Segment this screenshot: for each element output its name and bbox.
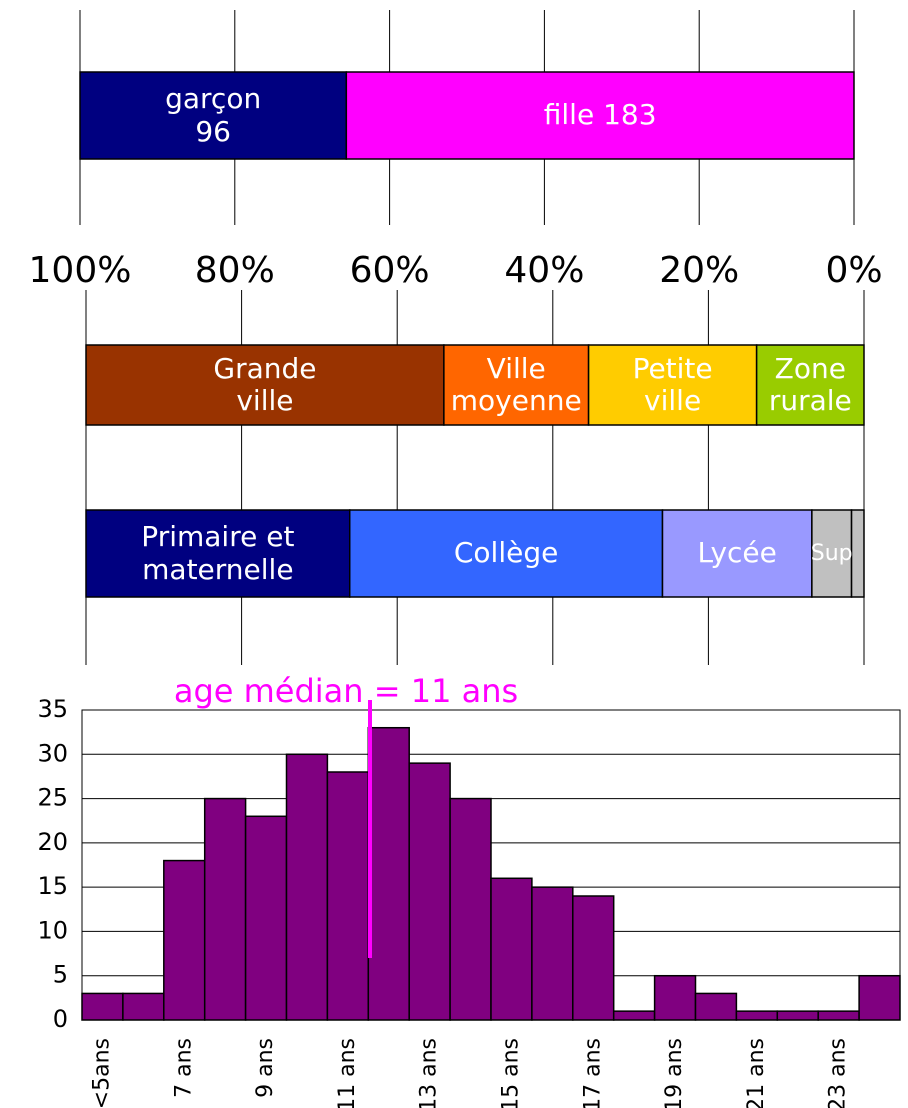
- x-tick-label: 60%: [350, 250, 430, 291]
- bar-segment: [811, 509, 853, 598]
- y-tick-label: 25: [37, 784, 68, 812]
- bar: [735, 1010, 779, 1021]
- bar: [531, 886, 574, 1021]
- bar-segment: [755, 344, 865, 426]
- x-tick-label: 80%: [195, 250, 275, 291]
- segment-label-text: Petite ville: [632, 351, 713, 417]
- x-tick-label: 9 ans: [253, 1038, 278, 1098]
- bar: [326, 771, 370, 1021]
- bar: [572, 895, 615, 1021]
- y-tick-label: 5: [53, 961, 68, 989]
- bar: [653, 974, 697, 1021]
- segment-label-text: fille 183: [543, 98, 657, 132]
- bar: [408, 762, 451, 1021]
- segment-label-text: Zone rurale: [768, 351, 852, 417]
- bar-segment: [85, 344, 445, 426]
- bar-segment: [661, 509, 813, 598]
- y-tick-label: 20: [37, 828, 68, 856]
- bar: [367, 726, 410, 1021]
- bar: [203, 797, 247, 1021]
- x-tick-label: 40%: [504, 250, 584, 291]
- x-tick-label: <5ans: [89, 1038, 114, 1108]
- bar: [122, 992, 165, 1021]
- bar: [858, 974, 901, 1021]
- segment-label-text: garçon 96: [165, 82, 262, 148]
- bar-segment: [348, 509, 664, 598]
- bar: [776, 1010, 819, 1021]
- y-tick-label: 35: [37, 695, 68, 723]
- bar-segment: [345, 71, 855, 160]
- segment-label: Petite ville: [589, 345, 757, 425]
- segment-label-text: Collège: [453, 536, 559, 570]
- segment-label: Ville moyenne: [444, 345, 589, 425]
- segment-label-text: Sup: [810, 540, 853, 566]
- segment-label-text: Lycée: [697, 536, 777, 570]
- bar: [244, 815, 288, 1021]
- bar: [612, 1010, 656, 1021]
- segment-label-text: Primaire et maternelle: [141, 520, 295, 586]
- bar: [490, 877, 533, 1021]
- segment-label-text: Ville moyenne: [450, 351, 582, 417]
- x-tick-label: 7 ans: [171, 1038, 196, 1098]
- bar-segment: [85, 509, 351, 598]
- bar: [449, 797, 492, 1021]
- segment-label: garçon 96: [80, 72, 346, 159]
- x-tick-label: 11 ans: [335, 1038, 360, 1108]
- y-tick-label: 15: [37, 872, 68, 900]
- segment-label: Lycée: [662, 510, 811, 597]
- segment-label-text: Grande ville: [213, 351, 317, 417]
- annotation: age médian = 11 ans: [174, 672, 518, 710]
- segment-label: fille 183: [346, 72, 854, 159]
- segment-label: Grande ville: [86, 345, 444, 425]
- segment-label: Sup: [810, 510, 853, 597]
- x-tick-label: 0%: [825, 250, 882, 291]
- segment-label: Zone rurale: [757, 345, 864, 425]
- x-tick-label: 20%: [659, 250, 739, 291]
- y-tick-label: 10: [37, 916, 68, 944]
- y-tick-label: 30: [37, 739, 68, 767]
- bar: [285, 753, 329, 1021]
- segment-label: Primaire et maternelle: [86, 510, 350, 597]
- bar-segment: [443, 344, 590, 426]
- bar: [817, 1010, 860, 1021]
- bar: [163, 859, 206, 1021]
- x-tick-label: 19 ans: [662, 1038, 687, 1108]
- segment-label: Collège: [350, 510, 663, 597]
- bar: [694, 992, 738, 1021]
- x-tick-label: 15 ans: [498, 1038, 523, 1108]
- x-tick-label: 17 ans: [580, 1038, 605, 1108]
- bar-segment: [79, 71, 348, 160]
- bar-segment: [587, 344, 758, 426]
- bar: [81, 992, 124, 1021]
- y-tick-label: 0: [53, 1005, 68, 1033]
- x-tick-label: 13 ans: [417, 1038, 442, 1108]
- x-tick-label: 100%: [29, 250, 132, 291]
- bar-segment: [850, 509, 865, 598]
- x-tick-label: 23 ans: [826, 1038, 851, 1108]
- x-tick-label: 21 ans: [744, 1038, 769, 1108]
